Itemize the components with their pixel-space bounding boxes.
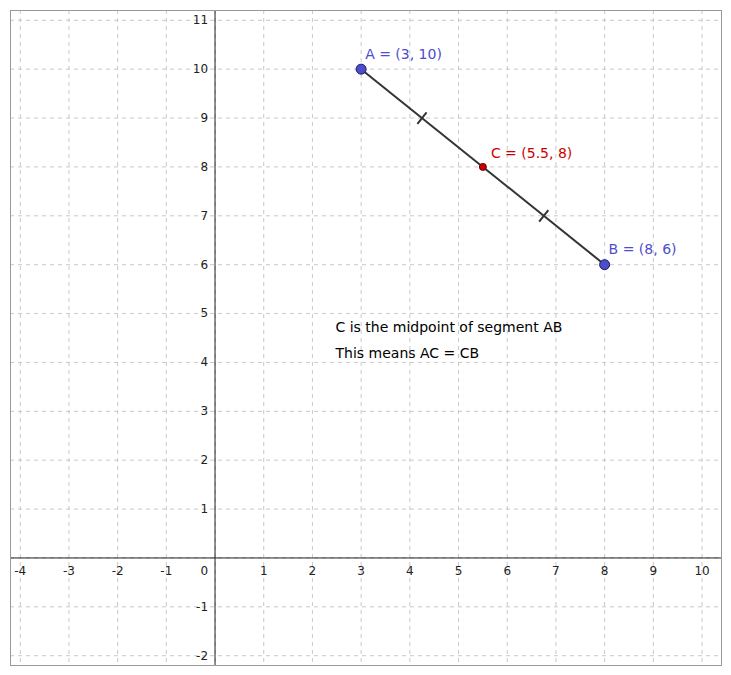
svg-text:5: 5 bbox=[455, 564, 463, 578]
svg-text:9: 9 bbox=[650, 564, 658, 578]
svg-text:6: 6 bbox=[503, 564, 511, 578]
svg-text:9: 9 bbox=[200, 111, 208, 125]
svg-text:7: 7 bbox=[552, 564, 560, 578]
svg-text:This means AC = CB: This means AC = CB bbox=[335, 345, 480, 361]
svg-text:B = (8, 6): B = (8, 6) bbox=[609, 241, 677, 257]
svg-text:4: 4 bbox=[406, 564, 414, 578]
svg-text:-3: -3 bbox=[63, 564, 75, 578]
svg-text:A = (3, 10): A = (3, 10) bbox=[365, 46, 442, 62]
svg-text:7: 7 bbox=[200, 209, 208, 223]
svg-text:-2: -2 bbox=[112, 564, 124, 578]
svg-text:-1: -1 bbox=[160, 564, 172, 578]
svg-text:4: 4 bbox=[200, 355, 208, 369]
svg-text:6: 6 bbox=[200, 258, 208, 272]
svg-text:11: 11 bbox=[193, 13, 208, 27]
svg-text:10: 10 bbox=[694, 564, 709, 578]
svg-text:8: 8 bbox=[601, 564, 609, 578]
svg-text:5: 5 bbox=[200, 306, 208, 320]
svg-text:2: 2 bbox=[309, 564, 317, 578]
svg-text:3: 3 bbox=[357, 564, 365, 578]
svg-text:1: 1 bbox=[200, 502, 208, 516]
svg-text:0: 0 bbox=[200, 564, 208, 578]
svg-text:3: 3 bbox=[200, 404, 208, 418]
svg-text:-2: -2 bbox=[196, 649, 208, 663]
svg-text:8: 8 bbox=[200, 160, 208, 174]
svg-text:C = (5.5, 8): C = (5.5, 8) bbox=[491, 145, 572, 161]
svg-text:2: 2 bbox=[200, 453, 208, 467]
svg-text:10: 10 bbox=[193, 62, 208, 76]
svg-text:1: 1 bbox=[260, 564, 268, 578]
svg-text:-1: -1 bbox=[196, 600, 208, 614]
svg-text:C is the midpoint of segment A: C is the midpoint of segment AB bbox=[336, 319, 563, 335]
svg-text:-4: -4 bbox=[14, 564, 26, 578]
